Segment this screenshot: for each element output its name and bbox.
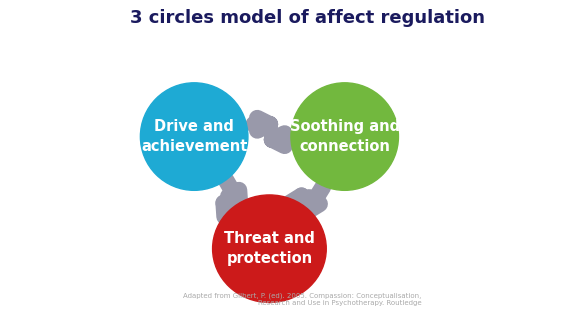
Text: Soothing and
connection: Soothing and connection xyxy=(290,119,400,154)
Text: Adapted from Gilbert, P. (ed). 2005. Compassion: Conceptualisation,
Research and: Adapted from Gilbert, P. (ed). 2005. Com… xyxy=(183,292,421,306)
Text: 3 circles model of affect regulation: 3 circles model of affect regulation xyxy=(129,9,484,27)
Ellipse shape xyxy=(213,195,326,303)
Ellipse shape xyxy=(291,83,398,190)
Text: Threat and
protection: Threat and protection xyxy=(224,231,315,266)
Ellipse shape xyxy=(140,83,248,190)
Text: Drive and
achievement: Drive and achievement xyxy=(141,119,247,154)
